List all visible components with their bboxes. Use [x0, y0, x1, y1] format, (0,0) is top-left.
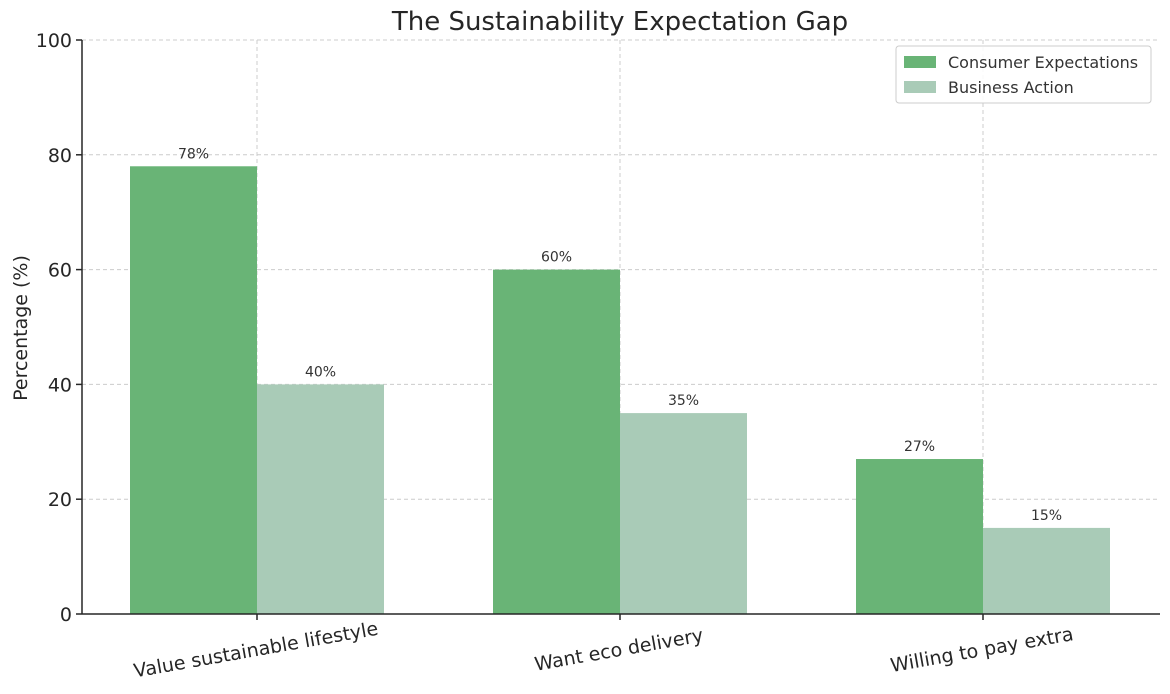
bar-consumer [130, 166, 257, 614]
bar-consumer [493, 269, 620, 614]
legend-label-business: Business Action [948, 78, 1074, 97]
data-label: 35% [668, 393, 699, 409]
y-tick-label: 60 [48, 260, 72, 282]
bar-business [983, 527, 1110, 614]
data-label: 40% [305, 364, 336, 380]
category-label: Willing to pay extra [889, 623, 1075, 677]
data-label: 15% [1031, 508, 1062, 524]
y-tick-label: 40 [48, 374, 72, 396]
bars-layer [130, 166, 1110, 614]
category-label: Want eco delivery [533, 624, 705, 675]
legend-swatch-business [904, 81, 936, 93]
y-tick-label: 80 [48, 145, 72, 167]
x-tick-labels: Value sustainable lifestyle Want eco deli… [132, 618, 1075, 683]
bar-business [620, 413, 747, 614]
legend-label-consumer: Consumer Expectations [948, 53, 1138, 72]
y-tick-labels: 0 20 40 60 80 100 [36, 30, 72, 626]
legend-box [895, 45, 1152, 104]
y-tick-label: 20 [48, 489, 72, 511]
y-tick-label: 0 [60, 604, 72, 626]
bar-consumer [856, 459, 983, 614]
y-tick-label: 100 [36, 30, 72, 52]
legend-swatch-consumer [904, 56, 936, 68]
chart-title: The Sustainability Expectation Gap [391, 7, 848, 37]
data-label: 60% [541, 250, 572, 266]
data-label: 78% [178, 146, 209, 162]
data-label: 27% [904, 439, 935, 455]
y-axis-label: Percentage (%) [10, 255, 32, 401]
data-labels-layer: 78% 60% 27% 40% 35% 15% [178, 146, 1062, 524]
bar-business [257, 384, 384, 614]
axes-layer [76, 39, 1160, 620]
legend: Consumer Expectations Business Action [895, 45, 1152, 104]
category-label: Value sustainable lifestyle [132, 618, 380, 683]
